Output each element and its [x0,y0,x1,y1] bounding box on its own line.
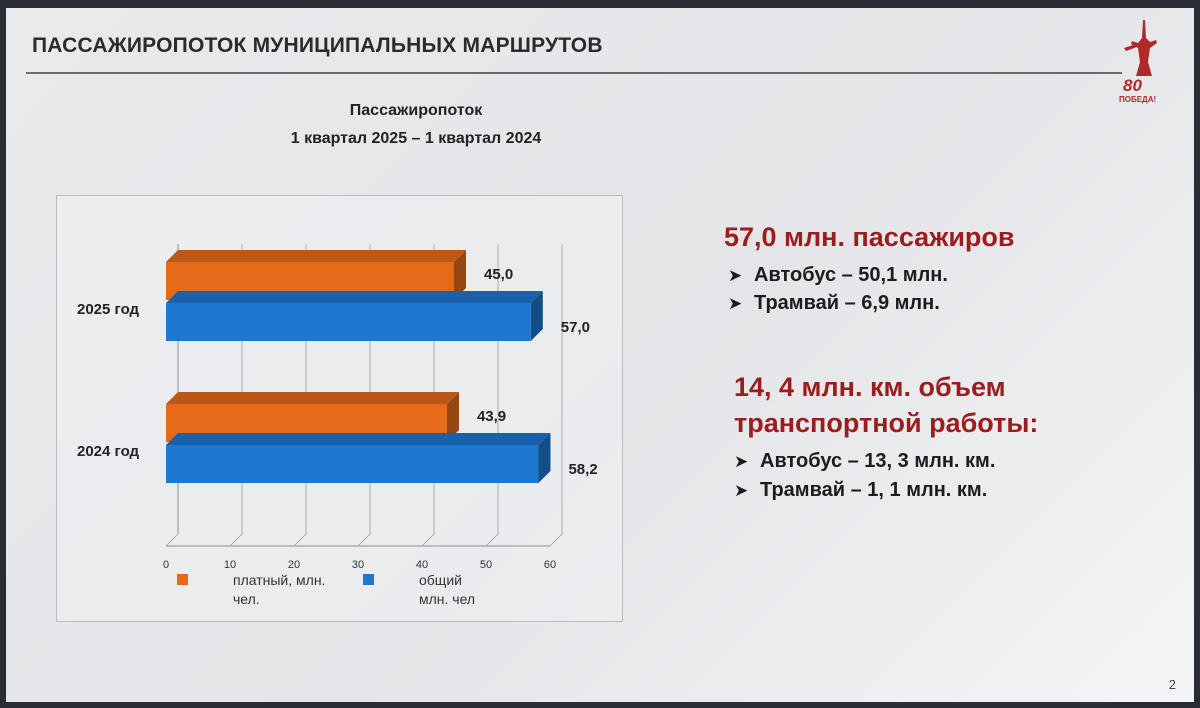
title-divider [26,72,1122,74]
bullet-text: Автобус – 50,1 млн. [754,264,948,286]
transport-work-headline-line1: 14, 4 млн. км. объем [734,372,1006,402]
slide: ПАССАЖИРОПОТОК МУНИЦИПАЛЬНЫХ МАРШРУТОВ 8… [6,8,1194,702]
passengers-item-bus: ➤ Автобус – 50,1 млн. [728,264,948,287]
gridline [549,533,563,547]
bar-side-face [446,392,459,442]
gridline [165,533,179,547]
bar-top-face [166,250,466,262]
chart-area: 0 10 20 30 40 50 60 2025 год 45,0 57,0 2024 год 43,… [56,195,623,622]
bar-side-face [454,250,466,300]
bullet-text: Автобус – 13, 3 млн. км. [760,450,996,472]
gridline [229,533,243,547]
gridline [485,533,499,547]
bar-side-face [530,291,543,341]
gridline [293,533,307,547]
legend-label: млн. чел [419,591,475,607]
arrowhead-bullet-icon: ➤ [734,481,749,500]
bar [166,445,539,483]
passengers-headline: 57,0 млн. пассажиров [724,222,1015,252]
svg-text:ПОБЕДА!: ПОБЕДА! [1119,95,1156,104]
chart-title: Пассажиропоток [349,102,483,119]
victory-80-logo: 80 ПОБЕДА! [1119,20,1157,104]
passengers-item-tram: ➤ Трамвай – 6,9 млн. [728,292,940,315]
data-label: 45,0 [484,266,513,283]
slide-title: ПАССАЖИРОПОТОК МУНИЦИПАЛЬНЫХ МАРШРУТОВ [32,34,603,57]
gridline [357,533,371,547]
transport-work-headline-line2: транспортной работы: [734,408,1039,438]
x-tick-label: 40 [416,559,428,571]
x-tick-label: 50 [480,559,492,571]
arrowhead-bullet-icon: ➤ [728,266,743,285]
category-label: 2024 год [77,443,140,460]
legend-swatch [363,574,374,585]
x-tick-label: 0 [163,559,169,571]
page-number: 2 [1168,677,1176,692]
arrowhead-bullet-icon: ➤ [734,452,749,471]
transport-item-bus: ➤ Автобус – 13, 3 млн. км. [734,450,995,473]
gridline [421,533,435,547]
category-label: 2025 год [77,301,140,318]
bar-top-face [166,291,543,303]
legend-label: платный, млн. [233,572,325,588]
legend-swatch [177,574,188,585]
legend-label: чел. [233,591,260,607]
x-tick-label: 30 [352,559,364,571]
bullet-text: Трамвай – 1, 1 млн. км. [760,479,988,501]
arrowhead-bullet-icon: ➤ [728,294,743,313]
bullet-text: Трамвай – 6,9 млн. [754,292,940,314]
bar-side-face [538,433,551,483]
transport-item-tram: ➤ Трамвай – 1, 1 млн. км. [734,479,987,502]
legend-label: общий [419,572,462,588]
data-label: 57,0 [561,319,590,336]
chart-subtitle: 1 квартал 2025 – 1 квартал 2024 [290,130,542,147]
bar-chart: 0 10 20 30 40 50 60 2025 год 45,0 57,0 2024 год 43,… [77,244,598,607]
bar-top-face [166,433,551,445]
bar-top-face [166,392,459,404]
x-tick-label: 60 [544,559,556,571]
x-tick-label: 10 [224,559,236,571]
data-label: 58,2 [568,461,597,478]
bar [166,303,531,341]
x-tick-label: 20 [288,559,300,571]
svg-text:80: 80 [1123,76,1142,95]
data-label: 43,9 [477,408,506,425]
